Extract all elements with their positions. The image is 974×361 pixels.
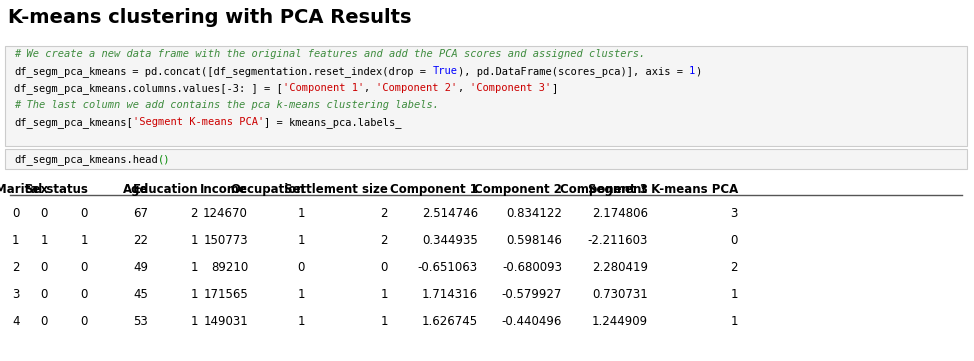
Text: -0.440496: -0.440496: [502, 315, 562, 328]
Text: 'Component 1': 'Component 1': [282, 83, 364, 93]
Text: -0.680093: -0.680093: [502, 261, 562, 274]
Text: df_segm_pca_kmeans.columns.values[-3: ] = [: df_segm_pca_kmeans.columns.values[-3: ] …: [14, 83, 282, 94]
Text: 49: 49: [133, 261, 148, 274]
Text: 1: 1: [41, 234, 48, 247]
Text: 2: 2: [381, 234, 388, 247]
Text: 'Component 3': 'Component 3': [470, 83, 551, 93]
Text: 0.598146: 0.598146: [506, 234, 562, 247]
Text: 89210: 89210: [210, 261, 248, 274]
Text: 1: 1: [689, 66, 695, 76]
Text: 2.174806: 2.174806: [592, 207, 648, 220]
Text: 0: 0: [81, 288, 88, 301]
Text: Settlement size: Settlement size: [284, 183, 388, 196]
Text: 2.514746: 2.514746: [422, 207, 478, 220]
Text: 53: 53: [133, 315, 148, 328]
Text: ]: ]: [551, 83, 558, 93]
Text: True: True: [432, 66, 458, 76]
Text: 67: 67: [133, 207, 148, 220]
Text: 1: 1: [191, 261, 198, 274]
Text: 1: 1: [297, 288, 305, 301]
Text: = pd.concat([df_segmentation.reset_index(drop =: = pd.concat([df_segmentation.reset_index…: [127, 66, 432, 77]
Text: 0: 0: [41, 288, 48, 301]
Text: 2.280419: 2.280419: [592, 261, 648, 274]
Text: 1: 1: [191, 315, 198, 328]
Text: ] = kmeans_pca.labels_: ] = kmeans_pca.labels_: [264, 117, 401, 128]
Text: 171565: 171565: [204, 288, 248, 301]
FancyBboxPatch shape: [5, 46, 967, 146]
Text: 1: 1: [191, 288, 198, 301]
Text: (): (): [158, 154, 170, 164]
Text: 0.730731: 0.730731: [592, 288, 648, 301]
Text: 1: 1: [297, 315, 305, 328]
Text: 124670: 124670: [204, 207, 248, 220]
Text: 0.344935: 0.344935: [423, 234, 478, 247]
Text: 0: 0: [41, 207, 48, 220]
Text: Age: Age: [123, 183, 148, 196]
Text: Segment K-means PCA: Segment K-means PCA: [587, 183, 738, 196]
Text: 1: 1: [730, 288, 738, 301]
Text: # The last column we add contains the pca k-means clustering labels.: # The last column we add contains the pc…: [14, 100, 439, 110]
Text: 149031: 149031: [204, 315, 248, 328]
Text: 3: 3: [730, 207, 738, 220]
Text: Marital status: Marital status: [0, 183, 88, 196]
Text: ,: ,: [458, 83, 470, 93]
Text: 'Segment K-means PCA': 'Segment K-means PCA': [132, 117, 264, 127]
Text: ): ): [695, 66, 701, 76]
Text: df_segm_pca_kmeans.head: df_segm_pca_kmeans.head: [14, 154, 158, 165]
Text: Component 1: Component 1: [391, 183, 478, 196]
Text: 22: 22: [133, 234, 148, 247]
Text: 0: 0: [81, 315, 88, 328]
Text: 2: 2: [730, 261, 738, 274]
Text: 0: 0: [298, 261, 305, 274]
Text: 1: 1: [297, 234, 305, 247]
Text: ,: ,: [364, 83, 377, 93]
Text: Income: Income: [200, 183, 248, 196]
Text: Occupation: Occupation: [231, 183, 305, 196]
Text: 0: 0: [81, 207, 88, 220]
FancyBboxPatch shape: [5, 149, 967, 169]
Text: 2: 2: [191, 207, 198, 220]
Text: 1: 1: [191, 234, 198, 247]
Text: 1: 1: [12, 234, 19, 247]
Text: -2.211603: -2.211603: [587, 234, 648, 247]
Text: K-means clustering with PCA Results: K-means clustering with PCA Results: [8, 8, 411, 27]
Text: 0: 0: [81, 261, 88, 274]
Text: Component 2: Component 2: [474, 183, 562, 196]
Text: 1: 1: [381, 315, 388, 328]
Text: 3: 3: [12, 288, 19, 301]
Text: 150773: 150773: [204, 234, 248, 247]
Text: 'Component 2': 'Component 2': [377, 83, 458, 93]
Text: Education: Education: [132, 183, 198, 196]
Text: Sex: Sex: [24, 183, 48, 196]
Text: 0.834122: 0.834122: [506, 207, 562, 220]
Text: 1: 1: [730, 315, 738, 328]
Text: 4: 4: [12, 315, 19, 328]
Text: 0: 0: [41, 315, 48, 328]
Text: -0.651063: -0.651063: [418, 261, 478, 274]
Text: 1.714316: 1.714316: [422, 288, 478, 301]
Text: 0: 0: [41, 261, 48, 274]
Text: 2: 2: [381, 207, 388, 220]
Text: 0: 0: [12, 207, 19, 220]
Text: # We create a new data frame with the original features and add the PCA scores a: # We create a new data frame with the or…: [14, 49, 645, 59]
Text: 1: 1: [81, 234, 88, 247]
Text: 1.626745: 1.626745: [422, 315, 478, 328]
Text: 45: 45: [133, 288, 148, 301]
Text: ), pd.DataFrame(scores_pca)], axis =: ), pd.DataFrame(scores_pca)], axis =: [458, 66, 689, 77]
Text: 1: 1: [297, 207, 305, 220]
Text: 2: 2: [12, 261, 19, 274]
Text: 0: 0: [381, 261, 388, 274]
Text: Component 3: Component 3: [560, 183, 648, 196]
Text: 0: 0: [730, 234, 738, 247]
Text: 1.244909: 1.244909: [592, 315, 648, 328]
Text: 1: 1: [381, 288, 388, 301]
Text: df_segm_pca_kmeans: df_segm_pca_kmeans: [14, 66, 127, 77]
Text: -0.579927: -0.579927: [502, 288, 562, 301]
Text: df_segm_pca_kmeans[: df_segm_pca_kmeans[: [14, 117, 132, 128]
